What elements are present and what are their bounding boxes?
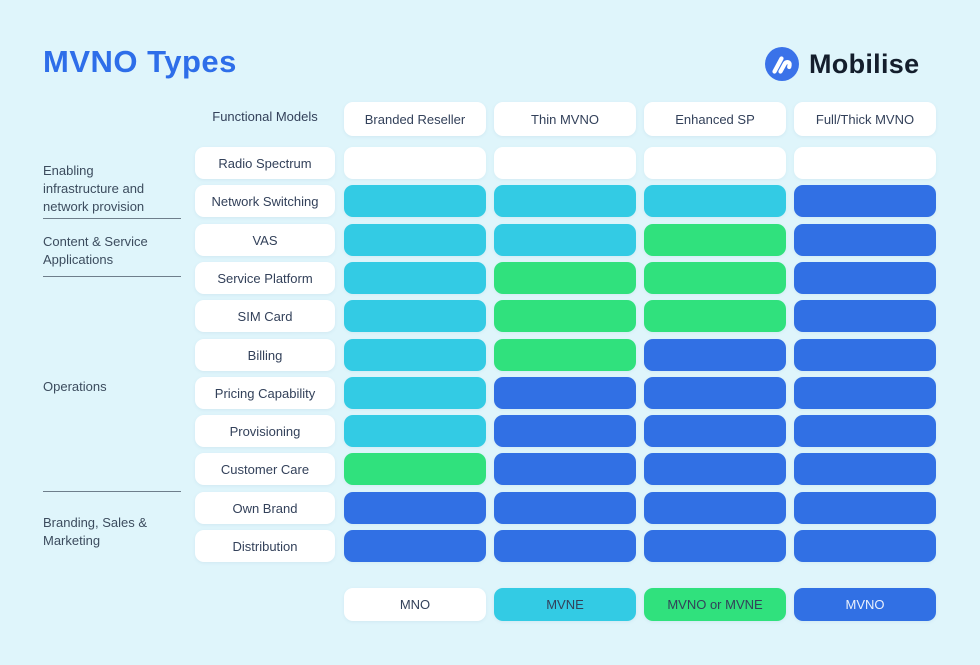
group-label-content-service-applications: Content & Service Applications xyxy=(43,234,148,267)
group-divider xyxy=(43,276,181,277)
cell-own-brand-col3-mvno xyxy=(644,492,786,524)
cell-billing-col1-mvne xyxy=(344,339,486,371)
cell-distribution-col4-mvno xyxy=(794,530,936,562)
cell-billing-col4-mvno xyxy=(794,339,936,371)
row-label-provisioning: Provisioning xyxy=(195,415,335,447)
cell-provisioning-col4-mvno xyxy=(794,415,936,447)
cell-vas-col4-mvno xyxy=(794,224,936,256)
cell-sim-card-col1-mvne xyxy=(344,300,486,332)
mobilise-logo: Mobilise xyxy=(764,46,919,82)
cell-vas-col2-mvne xyxy=(494,224,636,256)
cell-own-brand-col2-mvno xyxy=(494,492,636,524)
cell-vas-col3-mvno_or_mvne xyxy=(644,224,786,256)
cell-own-brand-col1-mvno xyxy=(344,492,486,524)
column-header-enhanced-sp: Enhanced SP xyxy=(644,102,786,136)
legend-item-mvne: MVNE xyxy=(494,588,636,621)
cell-pricing-capability-col4-mvno xyxy=(794,377,936,409)
legend-item-mno: MNO xyxy=(344,588,486,621)
cell-customer-care-col4-mvno xyxy=(794,453,936,485)
mobilise-logo-text: Mobilise xyxy=(809,48,920,79)
row-label-network-switching: Network Switching xyxy=(195,185,335,217)
cell-billing-col3-mvno xyxy=(644,339,786,371)
group-label-enabling-infrastructure: Enabling infrastructure and network prov… xyxy=(43,163,145,214)
cell-service-platform-col2-mvno_or_mvne xyxy=(494,262,636,294)
cell-sim-card-col2-mvno_or_mvne xyxy=(494,300,636,332)
cell-radio-spectrum-col1-mno xyxy=(344,147,486,179)
cell-sim-card-col4-mvno xyxy=(794,300,936,332)
cell-service-platform-col3-mvno_or_mvne xyxy=(644,262,786,294)
cell-distribution-col2-mvno xyxy=(494,530,636,562)
column-header-full-thick-mvno: Full/Thick MVNO xyxy=(794,102,936,136)
cell-pricing-capability-col3-mvno xyxy=(644,377,786,409)
cell-service-platform-col4-mvno xyxy=(794,262,936,294)
cell-sim-card-col3-mvno_or_mvne xyxy=(644,300,786,332)
cell-radio-spectrum-col4-mno xyxy=(794,147,936,179)
column-header-thin-mvno: Thin MVNO xyxy=(494,102,636,136)
row-label-pricing-capability: Pricing Capability xyxy=(195,377,335,409)
row-label-radio-spectrum: Radio Spectrum xyxy=(195,147,335,179)
cell-distribution-col3-mvno xyxy=(644,530,786,562)
cell-pricing-capability-col2-mvno xyxy=(494,377,636,409)
cell-network-switching-col2-mvne xyxy=(494,185,636,217)
group-label-branding-sales-marketing: Branding, Sales & Marketing xyxy=(43,515,148,548)
row-label-own-brand: Own Brand xyxy=(195,492,335,524)
cell-network-switching-col3-mvne xyxy=(644,185,786,217)
group-divider xyxy=(43,491,181,492)
mobilise-logo-icon xyxy=(765,47,799,81)
row-label-sim-card: SIM Card xyxy=(195,300,335,332)
cell-customer-care-col1-mvno_or_mvne xyxy=(344,453,486,485)
cell-own-brand-col4-mvno xyxy=(794,492,936,524)
row-label-distribution: Distribution xyxy=(195,530,335,562)
cell-pricing-capability-col1-mvne xyxy=(344,377,486,409)
group-label-operations: Operations xyxy=(43,379,107,394)
cell-distribution-col1-mvno xyxy=(344,530,486,562)
cell-service-platform-col1-mvne xyxy=(344,262,486,294)
row-label-service-platform: Service Platform xyxy=(195,262,335,294)
cell-billing-col2-mvno_or_mvne xyxy=(494,339,636,371)
cell-network-switching-col1-mvne xyxy=(344,185,486,217)
legend-item-mvno-or-mvne: MVNO or MVNE xyxy=(644,588,786,621)
cell-vas-col1-mvne xyxy=(344,224,486,256)
legend-item-mvno: MVNO xyxy=(794,588,936,621)
cell-radio-spectrum-col2-mno xyxy=(494,147,636,179)
cell-network-switching-col4-mvno xyxy=(794,185,936,217)
column-header-branded-reseller: Branded Reseller xyxy=(344,102,486,136)
page-title: MVNO Types xyxy=(43,44,237,79)
cell-radio-spectrum-col3-mno xyxy=(644,147,786,179)
row-label-customer-care: Customer Care xyxy=(195,453,335,485)
functional-models-header: Functional Models xyxy=(212,109,318,124)
cell-customer-care-col3-mvno xyxy=(644,453,786,485)
cell-provisioning-col3-mvno xyxy=(644,415,786,447)
row-label-billing: Billing xyxy=(195,339,335,371)
cell-customer-care-col2-mvno xyxy=(494,453,636,485)
cell-provisioning-col2-mvno xyxy=(494,415,636,447)
row-label-vas: VAS xyxy=(195,224,335,256)
group-divider xyxy=(43,218,181,219)
cell-provisioning-col1-mvne xyxy=(344,415,486,447)
